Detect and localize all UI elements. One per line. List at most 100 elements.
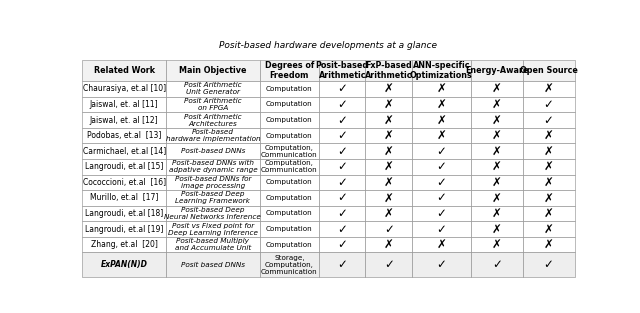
Text: Storage,
Computation,
Communication: Storage, Computation, Communication [261,255,317,275]
Text: Open Source: Open Source [520,66,577,75]
Text: ✓: ✓ [337,238,347,251]
Text: ✗: ✗ [384,145,394,158]
Text: ✗: ✗ [492,238,502,251]
Bar [523,60,575,81]
Bar [166,143,260,159]
Bar [260,190,319,206]
Text: ✗: ✗ [384,176,394,189]
Bar [471,190,523,206]
Bar [412,190,471,206]
Text: Posit-based Deep
Learning Framework: Posit-based Deep Learning Framework [175,191,250,204]
Bar [365,159,412,175]
Text: Posit Arithmetic
Architectures: Posit Arithmetic Architectures [184,114,242,126]
Text: ✓: ✓ [337,176,347,189]
Text: Computation: Computation [266,101,313,107]
Bar [166,206,260,221]
Bar [83,252,166,277]
Text: ✓: ✓ [337,259,347,271]
Text: ✓: ✓ [436,160,447,173]
Bar [83,128,166,143]
Bar [83,112,166,128]
Bar [523,97,575,112]
Text: Posit-based Deep
Neural Networks Inference: Posit-based Deep Neural Networks Inferen… [164,207,261,220]
Bar [365,252,412,277]
Bar [260,128,319,143]
Bar [412,221,471,237]
Bar [166,221,260,237]
Text: Langroudi, et.al [19]: Langroudi, et.al [19] [85,224,163,233]
Bar [412,237,471,252]
Text: Main Objective: Main Objective [179,66,246,75]
Text: ✓: ✓ [436,145,447,158]
Text: ✗: ✗ [492,145,502,158]
Text: ✗: ✗ [436,129,447,142]
Bar [412,143,471,159]
Text: ✗: ✗ [544,238,554,251]
Text: Zhang, et.al  [20]: Zhang, et.al [20] [91,240,157,249]
Bar [260,206,319,221]
Text: Posit Arithmetic
on FPGA: Posit Arithmetic on FPGA [184,98,242,111]
Bar [412,128,471,143]
Bar [83,81,166,97]
Text: Related Work: Related Work [93,66,155,75]
Text: ✓: ✓ [544,98,554,111]
Bar [260,143,319,159]
Bar [166,159,260,175]
Bar [523,237,575,252]
Text: ✗: ✗ [544,191,554,204]
Bar [319,206,365,221]
Text: ✗: ✗ [492,82,502,95]
Bar [319,143,365,159]
Text: Computation: Computation [266,210,313,217]
Bar [83,190,166,206]
Text: ✗: ✗ [436,82,447,95]
Text: ✗: ✗ [436,238,447,251]
Bar [471,159,523,175]
Bar [523,175,575,190]
Bar [365,143,412,159]
Text: ✓: ✓ [337,160,347,173]
Bar [166,81,260,97]
Bar [365,81,412,97]
Text: ✗: ✗ [544,207,554,220]
Text: Computation,
Communication: Computation, Communication [261,145,317,158]
Bar [260,159,319,175]
Bar [319,221,365,237]
Bar [260,175,319,190]
Text: Posit based DNNs: Posit based DNNs [181,262,245,268]
Text: Energy-Aware: Energy-Aware [465,66,529,75]
Bar [319,190,365,206]
Text: ✗: ✗ [384,114,394,126]
Text: ✓: ✓ [384,223,394,236]
Bar [365,221,412,237]
Bar [523,206,575,221]
Bar [83,159,166,175]
Bar [365,175,412,190]
Text: ✗: ✗ [492,191,502,204]
Bar [412,175,471,190]
Text: ✗: ✗ [384,129,394,142]
Text: ✓: ✓ [337,191,347,204]
Bar [260,237,319,252]
Bar [412,112,471,128]
Bar [365,112,412,128]
Bar [260,60,319,81]
Bar [412,159,471,175]
Text: Posit Arithmetic
Unit Generator: Posit Arithmetic Unit Generator [184,82,242,95]
Bar [471,60,523,81]
Bar [471,206,523,221]
Bar [365,237,412,252]
Text: Computation: Computation [266,195,313,201]
Bar [319,60,365,81]
Bar [166,190,260,206]
Bar [365,128,412,143]
Text: ✓: ✓ [337,129,347,142]
Bar [471,97,523,112]
Bar [471,128,523,143]
Text: ✗: ✗ [492,129,502,142]
Bar [83,237,166,252]
Text: Jaiswal, et. al [12]: Jaiswal, et. al [12] [90,115,159,125]
Bar [260,221,319,237]
Text: ✗: ✗ [384,207,394,220]
Text: Langroudi, et.al [15]: Langroudi, et.al [15] [85,162,163,171]
